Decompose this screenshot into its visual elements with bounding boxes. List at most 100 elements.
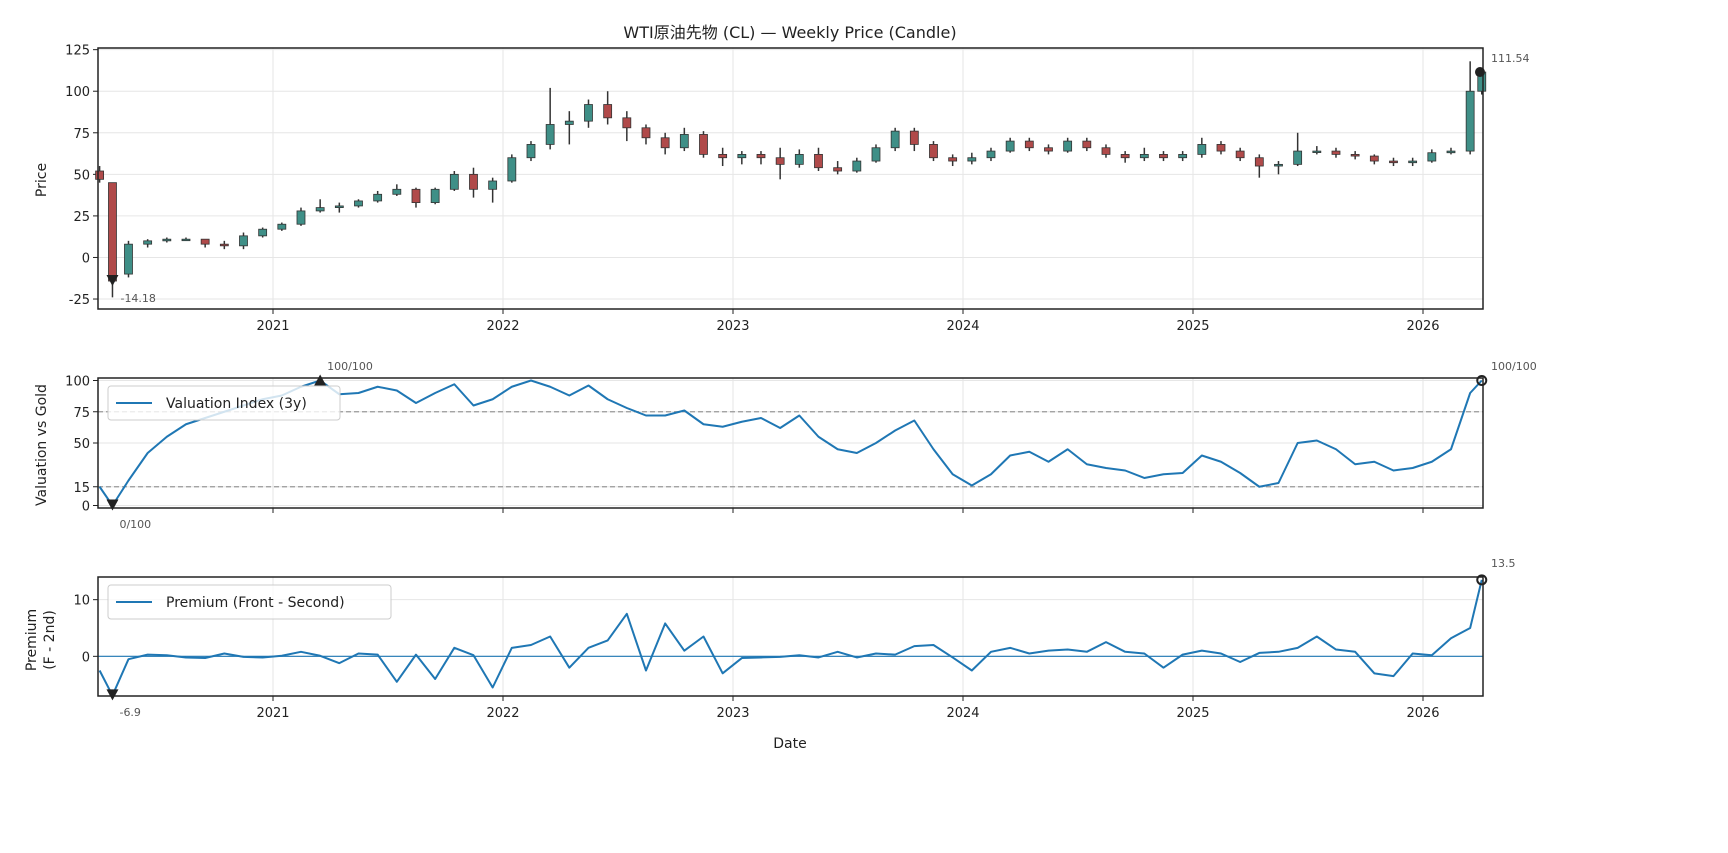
- plot-area: [98, 48, 1483, 309]
- y-tick-label: 50: [73, 437, 90, 452]
- x-tick-label: 2025: [1176, 706, 1209, 721]
- y-tick-label: 125: [65, 44, 90, 59]
- candle-body: [1313, 151, 1321, 153]
- price-ylabel: Price: [34, 163, 50, 197]
- candle: [891, 128, 899, 151]
- last-label: 100/100: [1491, 360, 1537, 373]
- candle-body: [1236, 151, 1244, 158]
- candle-body: [354, 201, 362, 206]
- candle-body: [1159, 154, 1167, 157]
- candle: [527, 141, 535, 161]
- candle-body: [987, 151, 995, 158]
- x-tick-label: 2026: [1406, 706, 1439, 721]
- candle-body: [259, 229, 267, 236]
- candle-body: [1006, 141, 1014, 151]
- min-label: -6.9: [119, 706, 140, 719]
- candle-body: [699, 134, 707, 154]
- candle: [431, 188, 439, 205]
- y-tick-label: 100: [65, 85, 90, 100]
- premium-ylabel-line1: Premium: [24, 609, 40, 671]
- candle-body: [1217, 144, 1225, 151]
- legend-label: Valuation Index (3y): [166, 396, 307, 412]
- candle-body: [1466, 91, 1474, 151]
- candle-body: [584, 105, 592, 122]
- y-tick-label: 75: [73, 406, 90, 421]
- x-tick-label: 2025: [1176, 319, 1209, 334]
- candle-body: [412, 189, 420, 202]
- candle-body: [1083, 141, 1091, 148]
- candle-body: [1198, 144, 1206, 154]
- x-tick-label: 2021: [256, 319, 289, 334]
- candle: [508, 154, 516, 182]
- candle-body: [1428, 153, 1436, 161]
- candle-body: [757, 154, 765, 157]
- candle-body: [527, 144, 535, 157]
- x-tick-label: 2023: [716, 706, 749, 721]
- candle-body: [393, 189, 401, 194]
- candle-body: [604, 105, 612, 118]
- candle-body: [1140, 154, 1148, 157]
- y-tick-label: 50: [73, 168, 90, 183]
- y-tick-label: 0: [82, 650, 90, 665]
- candle-body: [719, 154, 727, 157]
- candle-body: [374, 194, 382, 201]
- candle-body: [182, 239, 190, 241]
- candle-body: [1255, 158, 1263, 166]
- candle: [450, 171, 458, 191]
- y-tick-label: 0: [82, 500, 90, 515]
- candle-body: [431, 189, 439, 202]
- candle-body: [738, 154, 746, 157]
- y-tick-label: 15: [73, 481, 90, 496]
- candle-body: [968, 158, 976, 161]
- y-tick-label: -25: [69, 293, 90, 308]
- candle: [124, 241, 132, 278]
- min-label: 0/100: [119, 518, 151, 531]
- y-tick-label: 25: [73, 210, 90, 225]
- candle-body: [163, 239, 171, 241]
- candle-body: [335, 206, 343, 208]
- candle-body: [546, 124, 554, 144]
- candle-body: [469, 174, 477, 189]
- candle-body: [1179, 154, 1187, 157]
- candle-body: [96, 171, 104, 179]
- candle-body: [278, 224, 286, 229]
- x-tick-label: 2024: [946, 706, 979, 721]
- candle-body: [1370, 156, 1378, 161]
- candle-body: [1102, 148, 1110, 155]
- x-tick-label: 2022: [486, 706, 519, 721]
- x-tick-label: 2026: [1406, 319, 1439, 334]
- candle-body: [1025, 141, 1033, 148]
- candle-body: [316, 208, 324, 211]
- x-tick-label: 2024: [946, 319, 979, 334]
- candle-body: [489, 181, 497, 189]
- candle-body: [853, 161, 861, 171]
- valuation-ylabel: Valuation vs Gold: [34, 384, 50, 506]
- candle-body: [108, 183, 116, 281]
- premium-ylabel-line2: (F - 2nd): [42, 610, 58, 670]
- candle-body: [1389, 161, 1397, 163]
- candle-body: [642, 128, 650, 138]
- candle-body: [814, 154, 822, 167]
- candle-body: [508, 158, 516, 181]
- candle-body: [872, 148, 880, 161]
- candle-body: [239, 236, 247, 246]
- y-tick-label: 75: [73, 127, 90, 142]
- candle-body: [776, 158, 784, 165]
- candle-body: [929, 144, 937, 157]
- candle-body: [1409, 161, 1417, 163]
- candle-body: [910, 131, 918, 144]
- y-tick-label: 10: [73, 594, 90, 609]
- candle: [929, 141, 937, 161]
- candle-body: [1064, 141, 1072, 151]
- min-price-label: -14.18: [120, 292, 155, 305]
- candle-body: [1044, 148, 1052, 151]
- candle-body: [949, 158, 957, 161]
- last-price-label: 111.54: [1491, 52, 1530, 65]
- y-tick-label: 0: [82, 251, 90, 266]
- x-tick-label: 2023: [716, 319, 749, 334]
- date-xlabel: Date: [773, 736, 806, 752]
- max-label: 100/100: [327, 360, 373, 373]
